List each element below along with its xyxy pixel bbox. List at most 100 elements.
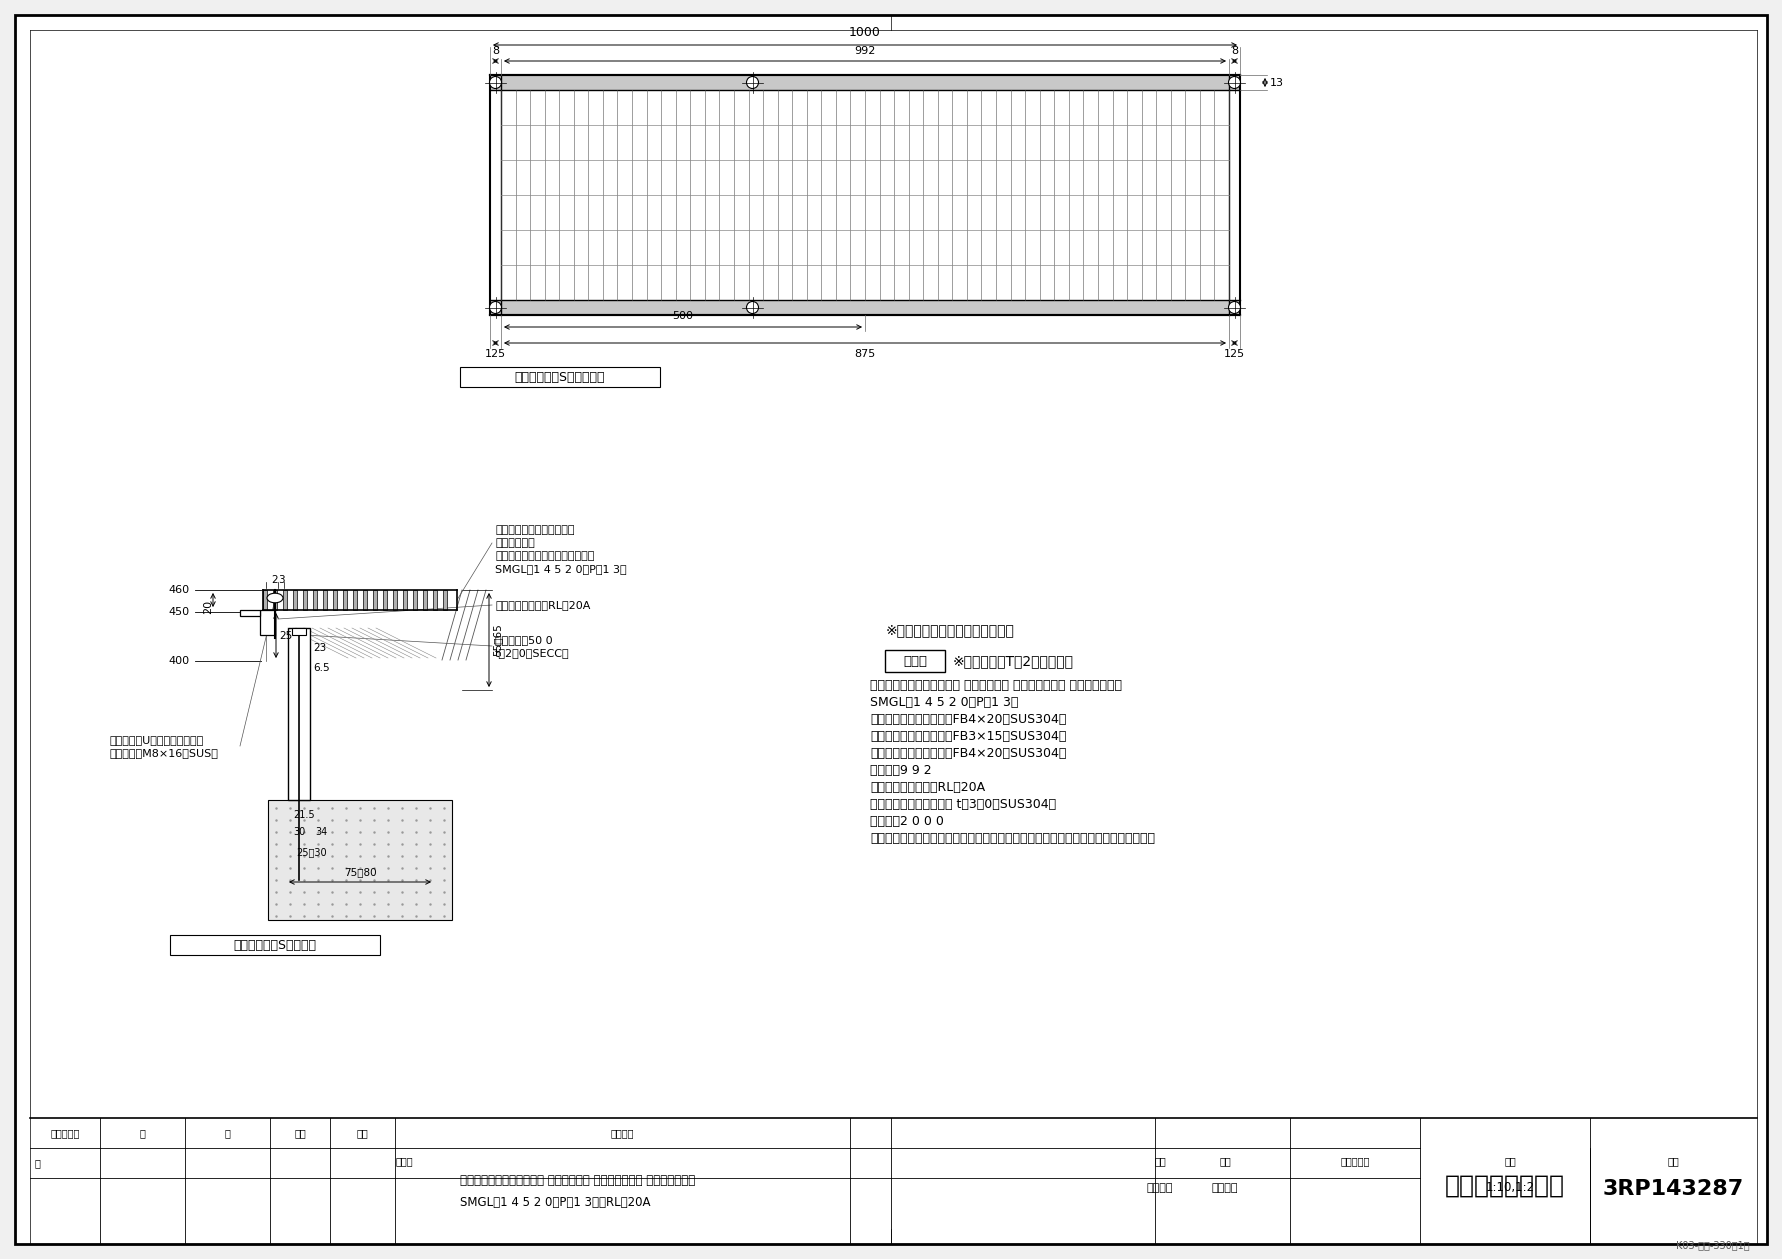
Bar — [460, 368, 659, 387]
Text: K03-属約-330（1）: K03-属約-330（1） — [1677, 1240, 1750, 1250]
Text: 75～80: 75～80 — [344, 867, 376, 878]
Bar — [323, 590, 328, 611]
Circle shape — [1228, 77, 1240, 88]
Circle shape — [747, 77, 759, 88]
Circle shape — [490, 301, 501, 313]
Text: 2: 2 — [271, 575, 278, 585]
Text: 図番: 図番 — [1668, 1156, 1679, 1166]
Bar — [490, 300, 1240, 315]
Circle shape — [490, 77, 501, 88]
Bar — [444, 590, 447, 611]
Text: 施工場所の状況に合わせて、アンカーをプライヤー等で折り曲げてご使用ください。: 施工場所の状況に合わせて、アンカーをプライヤー等で折り曲げてご使用ください。 — [870, 831, 1155, 845]
Bar — [273, 590, 276, 611]
Bar — [353, 590, 356, 611]
Bar — [169, 935, 380, 956]
Text: 25: 25 — [280, 631, 292, 641]
Text: 定尺：2 0 0 0: 定尺：2 0 0 0 — [870, 815, 944, 827]
Ellipse shape — [267, 593, 283, 603]
Text: ※適用荷重：歩行用（横断溝用）: ※適用荷重：歩行用（横断溝用） — [886, 623, 1014, 637]
Text: 断面詳細図　S＝１：２: 断面詳細図 S＝１：２ — [233, 938, 317, 952]
Text: 8: 8 — [492, 47, 499, 55]
Text: プレーンタイプ　横断溝・側溝用: プレーンタイプ 横断溝・側溝用 — [495, 551, 595, 562]
Text: 992: 992 — [854, 47, 875, 55]
Text: SMGL　1 4 5 2 0（P＝1 3）＋RL－20A: SMGL 1 4 5 2 0（P＝1 3）＋RL－20A — [460, 1196, 650, 1210]
Text: 3: 3 — [278, 575, 285, 585]
Text: ステンレス製グレーチング: ステンレス製グレーチング — [495, 525, 574, 535]
Text: 400: 400 — [169, 656, 191, 666]
Bar — [372, 590, 378, 611]
Bar — [314, 590, 317, 611]
Text: 材質：ステンレス鉰板 t＝3．0（SUS304）: 材質：ステンレス鉰板 t＝3．0（SUS304） — [870, 797, 1057, 811]
Text: t＝2．0（SECC）: t＝2．0（SECC） — [495, 648, 570, 658]
Text: 6.5: 6.5 — [314, 663, 330, 674]
Text: 1000: 1000 — [848, 26, 880, 39]
Text: 20: 20 — [203, 601, 214, 614]
Text: 図面名: 図面名 — [396, 1156, 413, 1166]
Text: キャップ付Uナット、平座金、: キャップ付Uナット、平座金、 — [110, 735, 205, 745]
Text: カネソウ株式会社: カネソウ株式会社 — [1445, 1173, 1565, 1199]
Bar — [490, 76, 1240, 89]
Circle shape — [747, 301, 759, 313]
Text: 55～65: 55～65 — [492, 623, 503, 656]
Text: ステンレス製受枠RL－20A: ステンレス製受枠RL－20A — [495, 601, 590, 611]
Text: 作成年月日: 作成年月日 — [1340, 1156, 1370, 1166]
Text: 125: 125 — [1224, 349, 1246, 359]
Text: 容: 容 — [225, 1128, 230, 1138]
Bar — [413, 590, 417, 611]
Text: 仕　様: 仕 様 — [903, 655, 927, 667]
Bar — [241, 611, 260, 616]
Text: 検図: 検図 — [1219, 1156, 1231, 1166]
Text: 13: 13 — [1271, 78, 1285, 87]
Circle shape — [1228, 301, 1240, 313]
Bar — [433, 590, 437, 611]
Text: 25～30: 25～30 — [296, 847, 326, 857]
Text: ステンレス製受枠　RL－20A: ステンレス製受枠 RL－20A — [870, 781, 985, 793]
Text: 年・月・日: 年・月・日 — [50, 1128, 80, 1138]
Bar — [260, 611, 274, 635]
Text: 固定ボルトM8×16（SUS）: 固定ボルトM8×16（SUS） — [110, 748, 219, 758]
Text: 875: 875 — [854, 349, 875, 359]
Text: 製図: 製図 — [1155, 1156, 1165, 1166]
Text: 34: 34 — [315, 827, 328, 837]
Text: ステンレス製グレーチング ボルト固定式 プレーンタイプ 横断溝・側溝用: ステンレス製グレーチング ボルト固定式 プレーンタイプ 横断溝・側溝用 — [460, 1175, 695, 1187]
Text: 内: 内 — [139, 1128, 146, 1138]
Text: 工事名称: 工事名称 — [611, 1128, 634, 1138]
Text: 製図: 製図 — [294, 1128, 307, 1138]
Text: 30: 30 — [292, 827, 305, 837]
Text: サイドバー　　FB4×20（SUS304）: サイドバー FB4×20（SUS304） — [870, 747, 1066, 759]
Text: アンカー＀50 0: アンカー＀50 0 — [495, 635, 552, 645]
Bar — [303, 590, 307, 611]
Text: 石川莉帆: 石川莉帆 — [1148, 1183, 1173, 1194]
Text: ステンレス製グレーチング ボルト固定式 プレーンタイプ 横断溝・側溝用: ステンレス製グレーチング ボルト固定式 プレーンタイプ 横断溝・側溝用 — [870, 679, 1123, 691]
Text: 460: 460 — [169, 585, 191, 596]
Text: 125: 125 — [485, 349, 506, 359]
Text: ※適用荷重：T－2（側溝用）: ※適用荷重：T－2（側溝用） — [953, 653, 1075, 669]
Bar — [292, 590, 298, 611]
Text: 定尺：9 9 2: 定尺：9 9 2 — [870, 763, 932, 777]
Bar — [342, 590, 347, 611]
Bar — [283, 590, 287, 611]
Text: 1:10,1:2: 1:10,1:2 — [1486, 1181, 1534, 1195]
Text: 21.5: 21.5 — [292, 810, 315, 820]
Text: 3RP143287: 3RP143287 — [1602, 1178, 1745, 1199]
Text: 計: 計 — [36, 1158, 41, 1168]
Text: 8: 8 — [1231, 47, 1238, 55]
Text: 松崎裕一: 松崎裕一 — [1212, 1183, 1238, 1194]
Text: 平面詳細図　S＝１：１０: 平面詳細図 S＝１：１０ — [515, 370, 606, 384]
Bar — [364, 590, 367, 611]
Text: 450: 450 — [169, 607, 191, 617]
Text: 500: 500 — [672, 311, 693, 321]
Bar — [886, 650, 944, 672]
Text: クロスバー　　FB3×15（SUS304）: クロスバー FB3×15（SUS304） — [870, 729, 1066, 743]
Bar — [383, 590, 387, 611]
Text: ボルト固定式: ボルト固定式 — [495, 538, 535, 548]
Text: SMGL　1 4 5 2 0（P＝1 3）: SMGL 1 4 5 2 0（P＝1 3） — [870, 695, 1018, 709]
Bar — [292, 628, 307, 635]
Text: 校閲: 校閲 — [356, 1128, 369, 1138]
Bar — [333, 590, 337, 611]
Text: SMGL　1 4 5 2 0（P＝1 3）: SMGL 1 4 5 2 0（P＝1 3） — [495, 564, 627, 574]
Bar — [267, 799, 453, 920]
Bar — [394, 590, 397, 611]
Text: 23: 23 — [314, 643, 326, 653]
Bar — [264, 590, 267, 611]
